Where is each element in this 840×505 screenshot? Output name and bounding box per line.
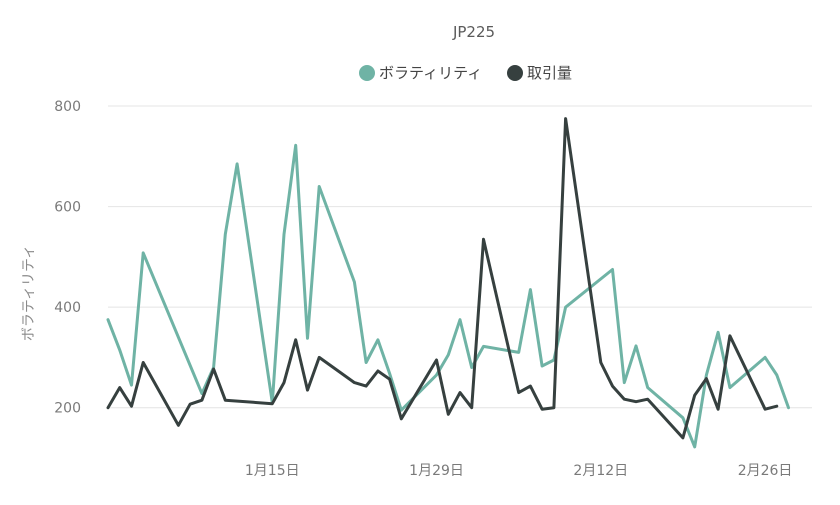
- legend: ボラティリティ 取引量: [359, 64, 572, 82]
- volatility-line: [106, 143, 790, 449]
- x-tick-label: 1月29日: [409, 463, 464, 479]
- x-axis-ticks: 1月15日 1月29日 2月12日 2月26日: [245, 463, 793, 479]
- x-tick-label: 1月15日: [245, 463, 300, 479]
- y-tick-label: 200: [54, 401, 81, 417]
- legend-marker-volatility: [359, 65, 375, 81]
- legend-label-volatility: ボラティリティ: [379, 64, 482, 82]
- x-tick-label: 2月26日: [738, 463, 793, 479]
- y-tick-label: 400: [54, 300, 81, 316]
- y-tick-label: 800: [54, 99, 81, 115]
- volume-line: [106, 117, 779, 440]
- legend-item-volatility[interactable]: ボラティリティ: [359, 64, 482, 82]
- y-axis-title: ボラティリティ: [21, 245, 37, 341]
- x-tick-label: 2月12日: [573, 463, 628, 479]
- y-axis-ticks: 200 400 600 800: [54, 99, 81, 417]
- legend-marker-volume: [507, 65, 523, 81]
- legend-item-volume[interactable]: 取引量: [507, 64, 572, 82]
- chart-title: JP225: [452, 23, 495, 41]
- legend-label-volume: 取引量: [527, 64, 572, 82]
- gridlines: [108, 105, 812, 409]
- y-tick-label: 600: [54, 200, 81, 216]
- plot-area: [106, 117, 790, 449]
